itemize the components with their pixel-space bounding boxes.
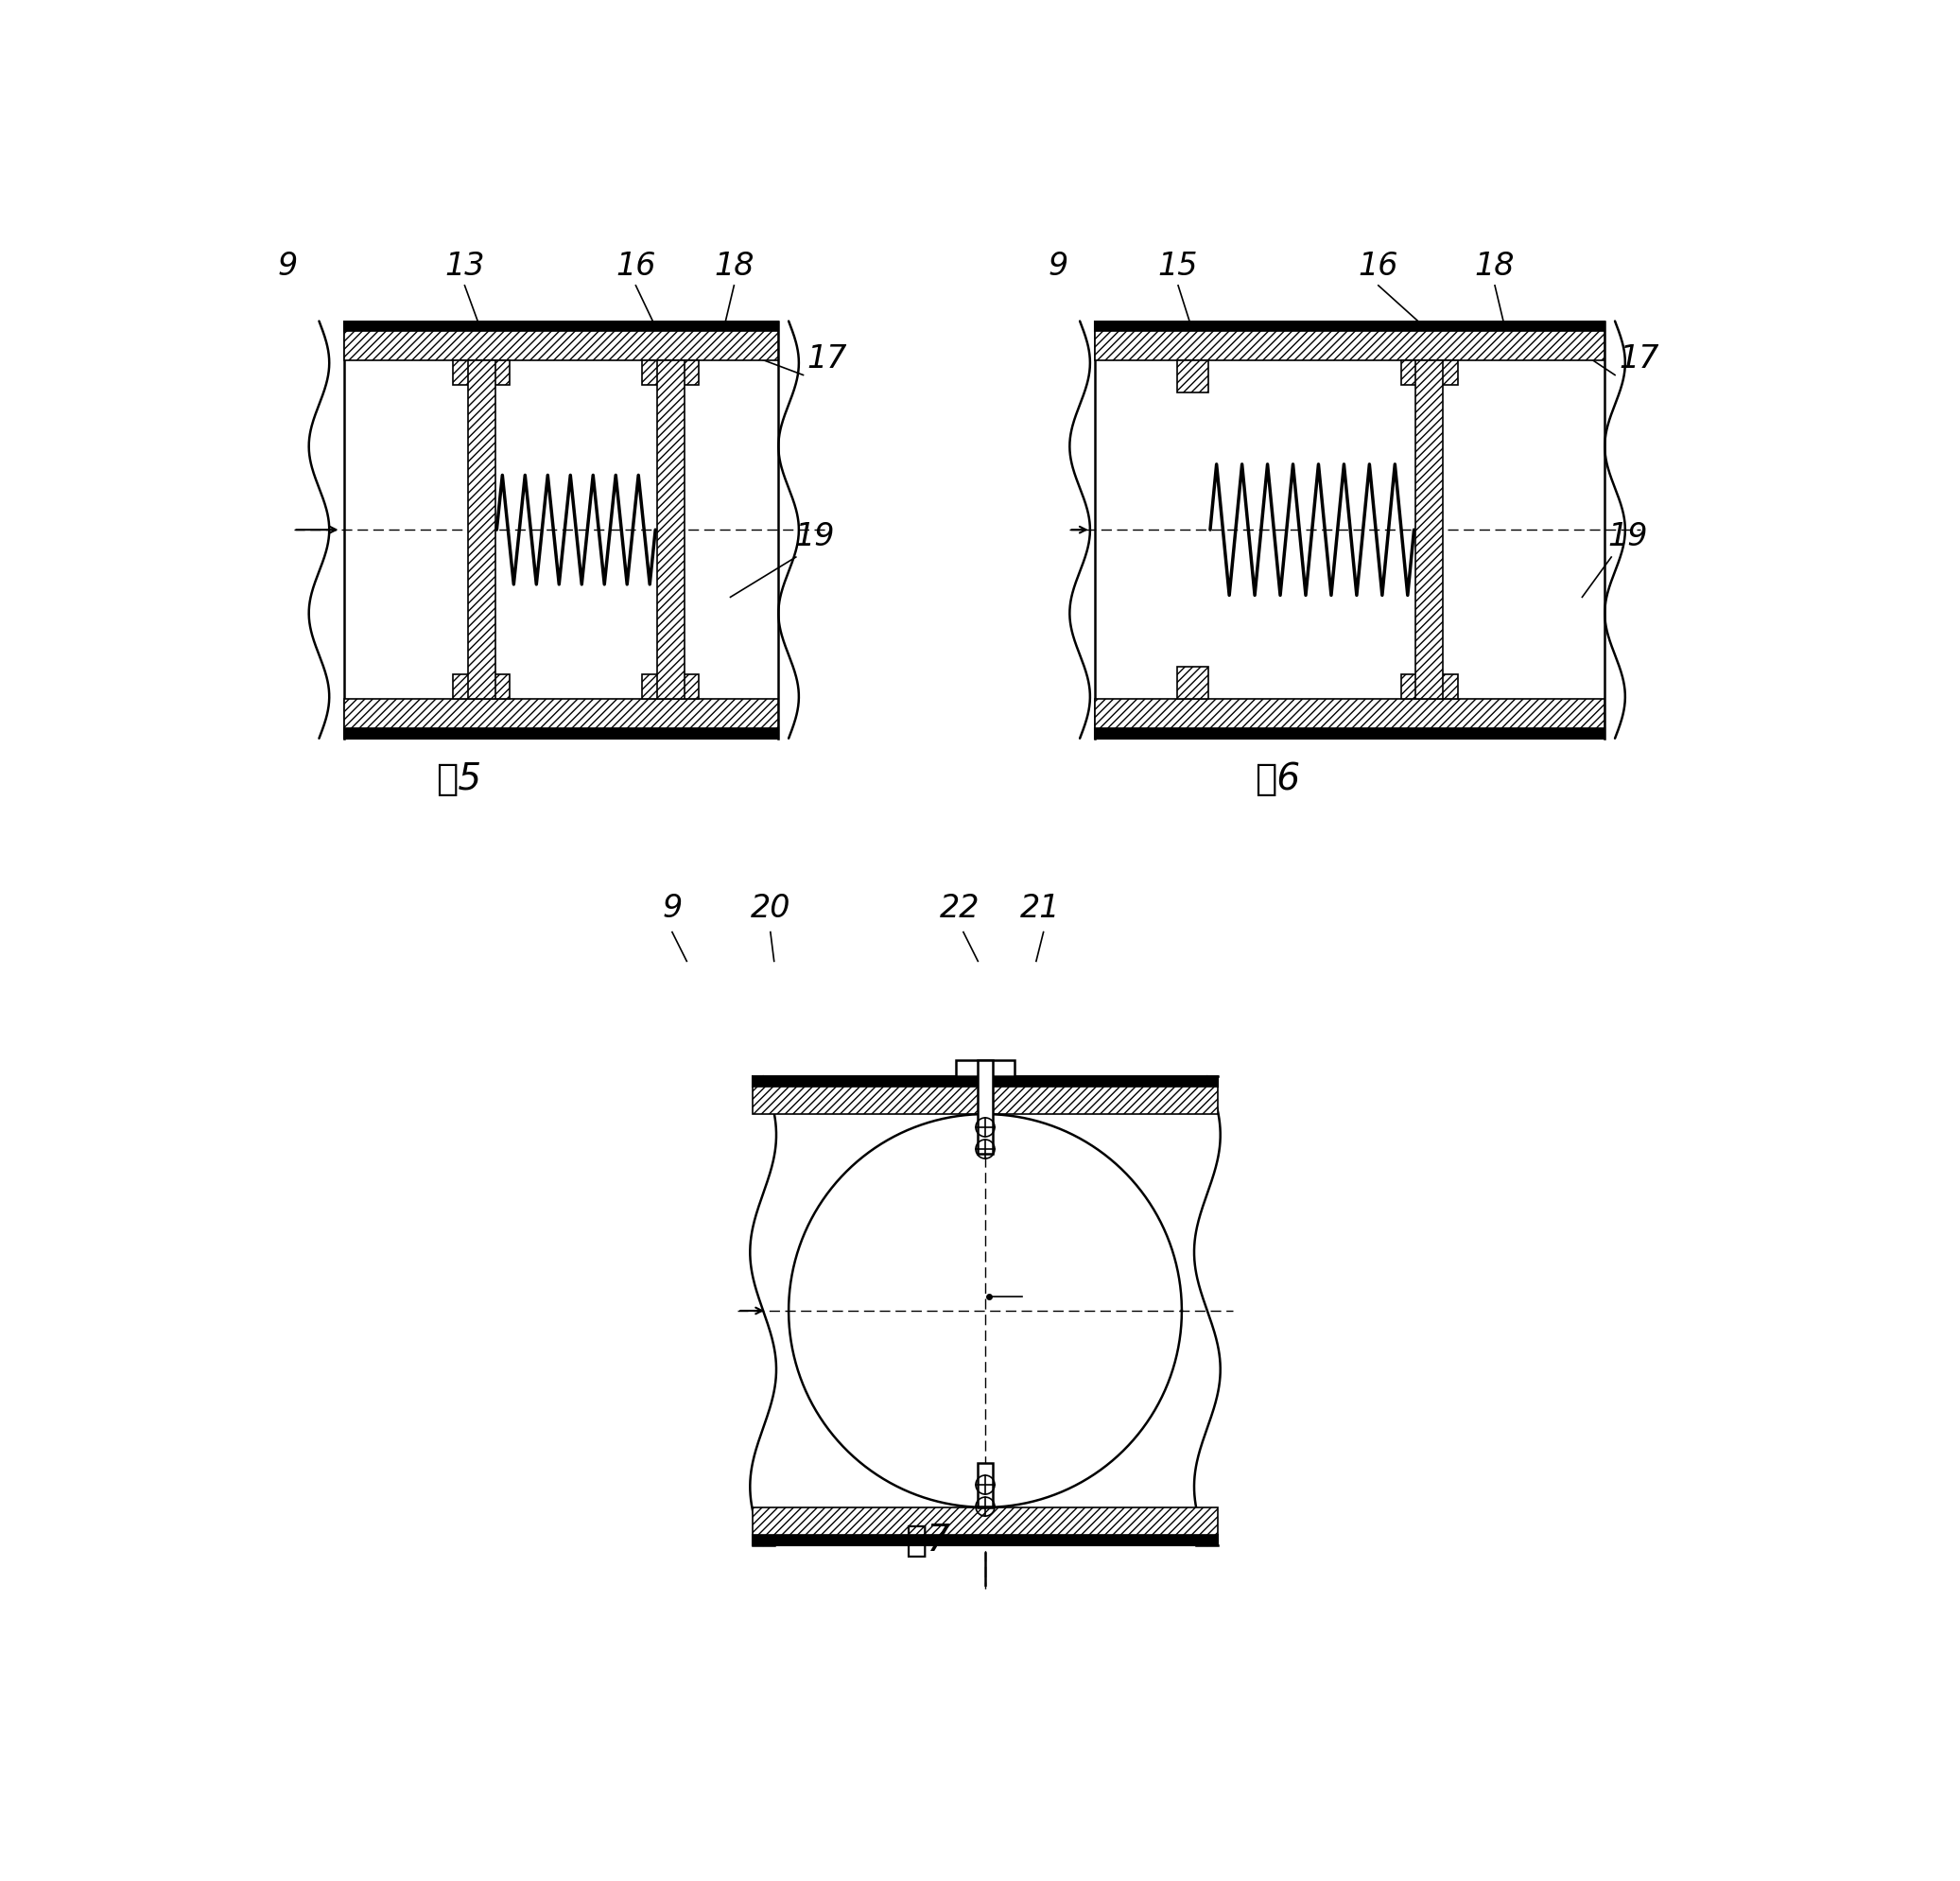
Bar <box>345 331 778 361</box>
Bar <box>956 1061 1015 1076</box>
Bar <box>1423 525 1435 534</box>
Bar <box>1415 361 1443 700</box>
Text: 图6: 图6 <box>1254 762 1299 798</box>
Text: 9: 9 <box>1049 250 1068 282</box>
Text: 19: 19 <box>794 521 835 553</box>
Text: 20: 20 <box>751 893 790 924</box>
Bar <box>468 361 496 700</box>
Text: 18: 18 <box>713 250 755 282</box>
Text: 9: 9 <box>662 893 682 924</box>
Bar <box>345 700 778 728</box>
Text: 16: 16 <box>615 250 657 282</box>
Text: 17: 17 <box>1619 342 1658 374</box>
Bar <box>753 1076 1219 1087</box>
Text: 16: 16 <box>1358 250 1397 282</box>
Bar <box>1401 673 1458 700</box>
Text: 13: 13 <box>445 250 484 282</box>
Bar <box>657 361 684 700</box>
Bar <box>453 673 510 700</box>
Bar <box>345 322 778 331</box>
Bar <box>1401 361 1458 386</box>
Text: 图5: 图5 <box>435 762 480 798</box>
Bar <box>1176 361 1209 393</box>
Text: 18: 18 <box>1474 250 1515 282</box>
Bar <box>453 361 510 386</box>
Bar <box>1094 322 1603 331</box>
Bar <box>1176 668 1209 700</box>
Bar <box>978 1061 992 1155</box>
Text: 19: 19 <box>1607 521 1648 553</box>
Bar <box>1094 700 1603 728</box>
Bar <box>1094 331 1603 361</box>
Bar <box>643 673 700 700</box>
Text: 21: 21 <box>1019 893 1060 924</box>
Bar <box>664 525 676 534</box>
Text: 15: 15 <box>1158 250 1198 282</box>
Text: 22: 22 <box>939 893 980 924</box>
Text: 9: 9 <box>278 250 298 282</box>
Bar <box>345 728 778 739</box>
Bar <box>978 1463 992 1507</box>
Text: 17: 17 <box>808 342 847 374</box>
Bar <box>1094 728 1603 739</box>
Text: 图7: 图7 <box>906 1522 951 1559</box>
Bar <box>753 1507 1219 1535</box>
Bar <box>643 361 700 386</box>
Bar <box>753 1087 1219 1114</box>
Bar <box>753 1535 1219 1544</box>
